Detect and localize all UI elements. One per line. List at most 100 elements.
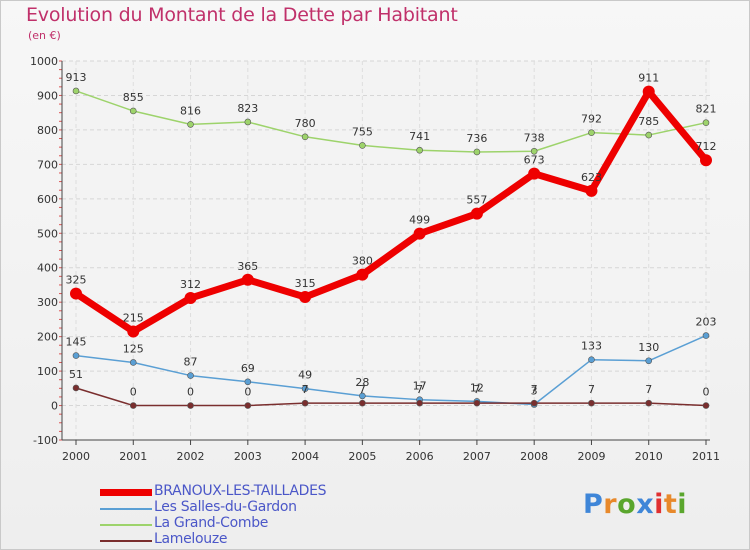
data-point (700, 154, 712, 167)
data-label: 0 (187, 386, 194, 399)
data-point (473, 399, 481, 407)
data-label: 673 (524, 154, 545, 167)
x-tick-label: 2007 (463, 450, 491, 463)
data-point (301, 399, 309, 407)
data-label: 0 (703, 386, 710, 399)
data-point (244, 378, 252, 386)
y-tick-label: 900 (37, 89, 58, 102)
data-point (70, 287, 82, 300)
data-label: 823 (237, 102, 258, 115)
data-label: 911 (638, 72, 659, 85)
data-point (585, 184, 598, 197)
chart-title: Evolution du Montant de la Dette par Hab… (26, 4, 458, 26)
data-point (473, 148, 481, 156)
legend-swatch (100, 508, 152, 510)
data-point (129, 402, 137, 409)
data-label: 28 (355, 376, 369, 389)
series-line (72, 88, 710, 335)
chart-subtitle: (en €) (28, 29, 61, 42)
data-point (301, 133, 309, 141)
data-point (588, 129, 595, 136)
data-label: 365 (237, 260, 258, 273)
y-tick-label: 700 (37, 158, 58, 171)
data-point (187, 372, 194, 379)
data-label: 7 (416, 383, 423, 396)
y-tick-label: -100 (33, 434, 58, 447)
data-label: 7 (588, 383, 595, 396)
data-label: 785 (638, 115, 659, 128)
data-label: 712 (696, 140, 717, 153)
data-label: 7 (302, 383, 309, 396)
data-label: 49 (298, 369, 312, 382)
data-label: 855 (123, 91, 144, 104)
y-tick-label: 0 (51, 400, 58, 413)
data-label: 7 (359, 383, 366, 396)
data-point (72, 87, 80, 95)
data-label: 17 (413, 380, 427, 393)
legend-swatch (100, 489, 152, 496)
legend-label: La Grand-Combe (154, 515, 269, 531)
data-label: 125 (123, 342, 144, 355)
y-tick-label: 600 (37, 193, 58, 206)
data-point (359, 142, 366, 149)
data-label: 315 (295, 277, 316, 290)
data-point (645, 399, 653, 407)
data-point (187, 121, 194, 128)
data-label: 821 (696, 103, 717, 116)
plot-area (62, 61, 710, 440)
data-point (301, 385, 309, 392)
legend-label: BRANOUX-LES-TAILLADES (154, 483, 327, 499)
data-label: 738 (524, 131, 545, 144)
data-point (588, 399, 595, 407)
data-label: 557 (466, 194, 487, 207)
data-label: 87 (184, 356, 198, 369)
data-point (645, 357, 653, 365)
series-line (75, 387, 707, 407)
data-label: 913 (66, 71, 87, 84)
x-tick-label: 2003 (234, 450, 262, 463)
data-label: 499 (409, 214, 430, 227)
data-label: 12 (470, 381, 484, 394)
legend-swatch (100, 540, 152, 542)
data-point (244, 402, 252, 409)
data-label: 0 (130, 386, 137, 399)
data-point (359, 399, 366, 407)
x-tick-label: 2005 (348, 450, 376, 463)
legend-label: Les Salles-du-Gardon (154, 499, 297, 515)
data-point (530, 147, 538, 155)
data-label: 816 (180, 104, 201, 117)
data-point (702, 332, 710, 339)
data-label: 741 (409, 130, 430, 143)
data-point (244, 118, 252, 126)
data-label: 380 (352, 255, 373, 268)
x-tick-label: 2001 (119, 450, 147, 463)
data-point (702, 402, 710, 409)
data-label: 325 (66, 274, 87, 287)
y-tick-label: 300 (37, 296, 58, 309)
data-label: 7 (645, 383, 652, 396)
data-point (413, 227, 426, 240)
x-tick-label: 2011 (692, 450, 720, 463)
data-label: 0 (244, 386, 251, 399)
data-label: 7 (531, 383, 538, 396)
data-label: 203 (696, 316, 717, 329)
y-tick-label: 200 (37, 331, 58, 344)
y-tick-label: 800 (37, 124, 58, 137)
x-tick-label: 2002 (177, 450, 205, 463)
y-tick-label: 400 (37, 262, 58, 275)
data-point (702, 119, 710, 126)
data-label: 755 (352, 125, 373, 138)
y-tick-label: 100 (37, 365, 58, 378)
data-point (588, 356, 595, 364)
data-point (470, 207, 483, 220)
data-point (129, 359, 137, 366)
legend-label: Lamelouze (154, 531, 228, 547)
data-point (359, 392, 366, 400)
data-label: 623 (581, 171, 602, 184)
data-point (530, 399, 538, 407)
series-line (75, 90, 707, 153)
x-tick-label: 2004 (291, 450, 319, 463)
x-tick-label: 2008 (520, 450, 548, 463)
data-label: 7 (473, 383, 480, 396)
